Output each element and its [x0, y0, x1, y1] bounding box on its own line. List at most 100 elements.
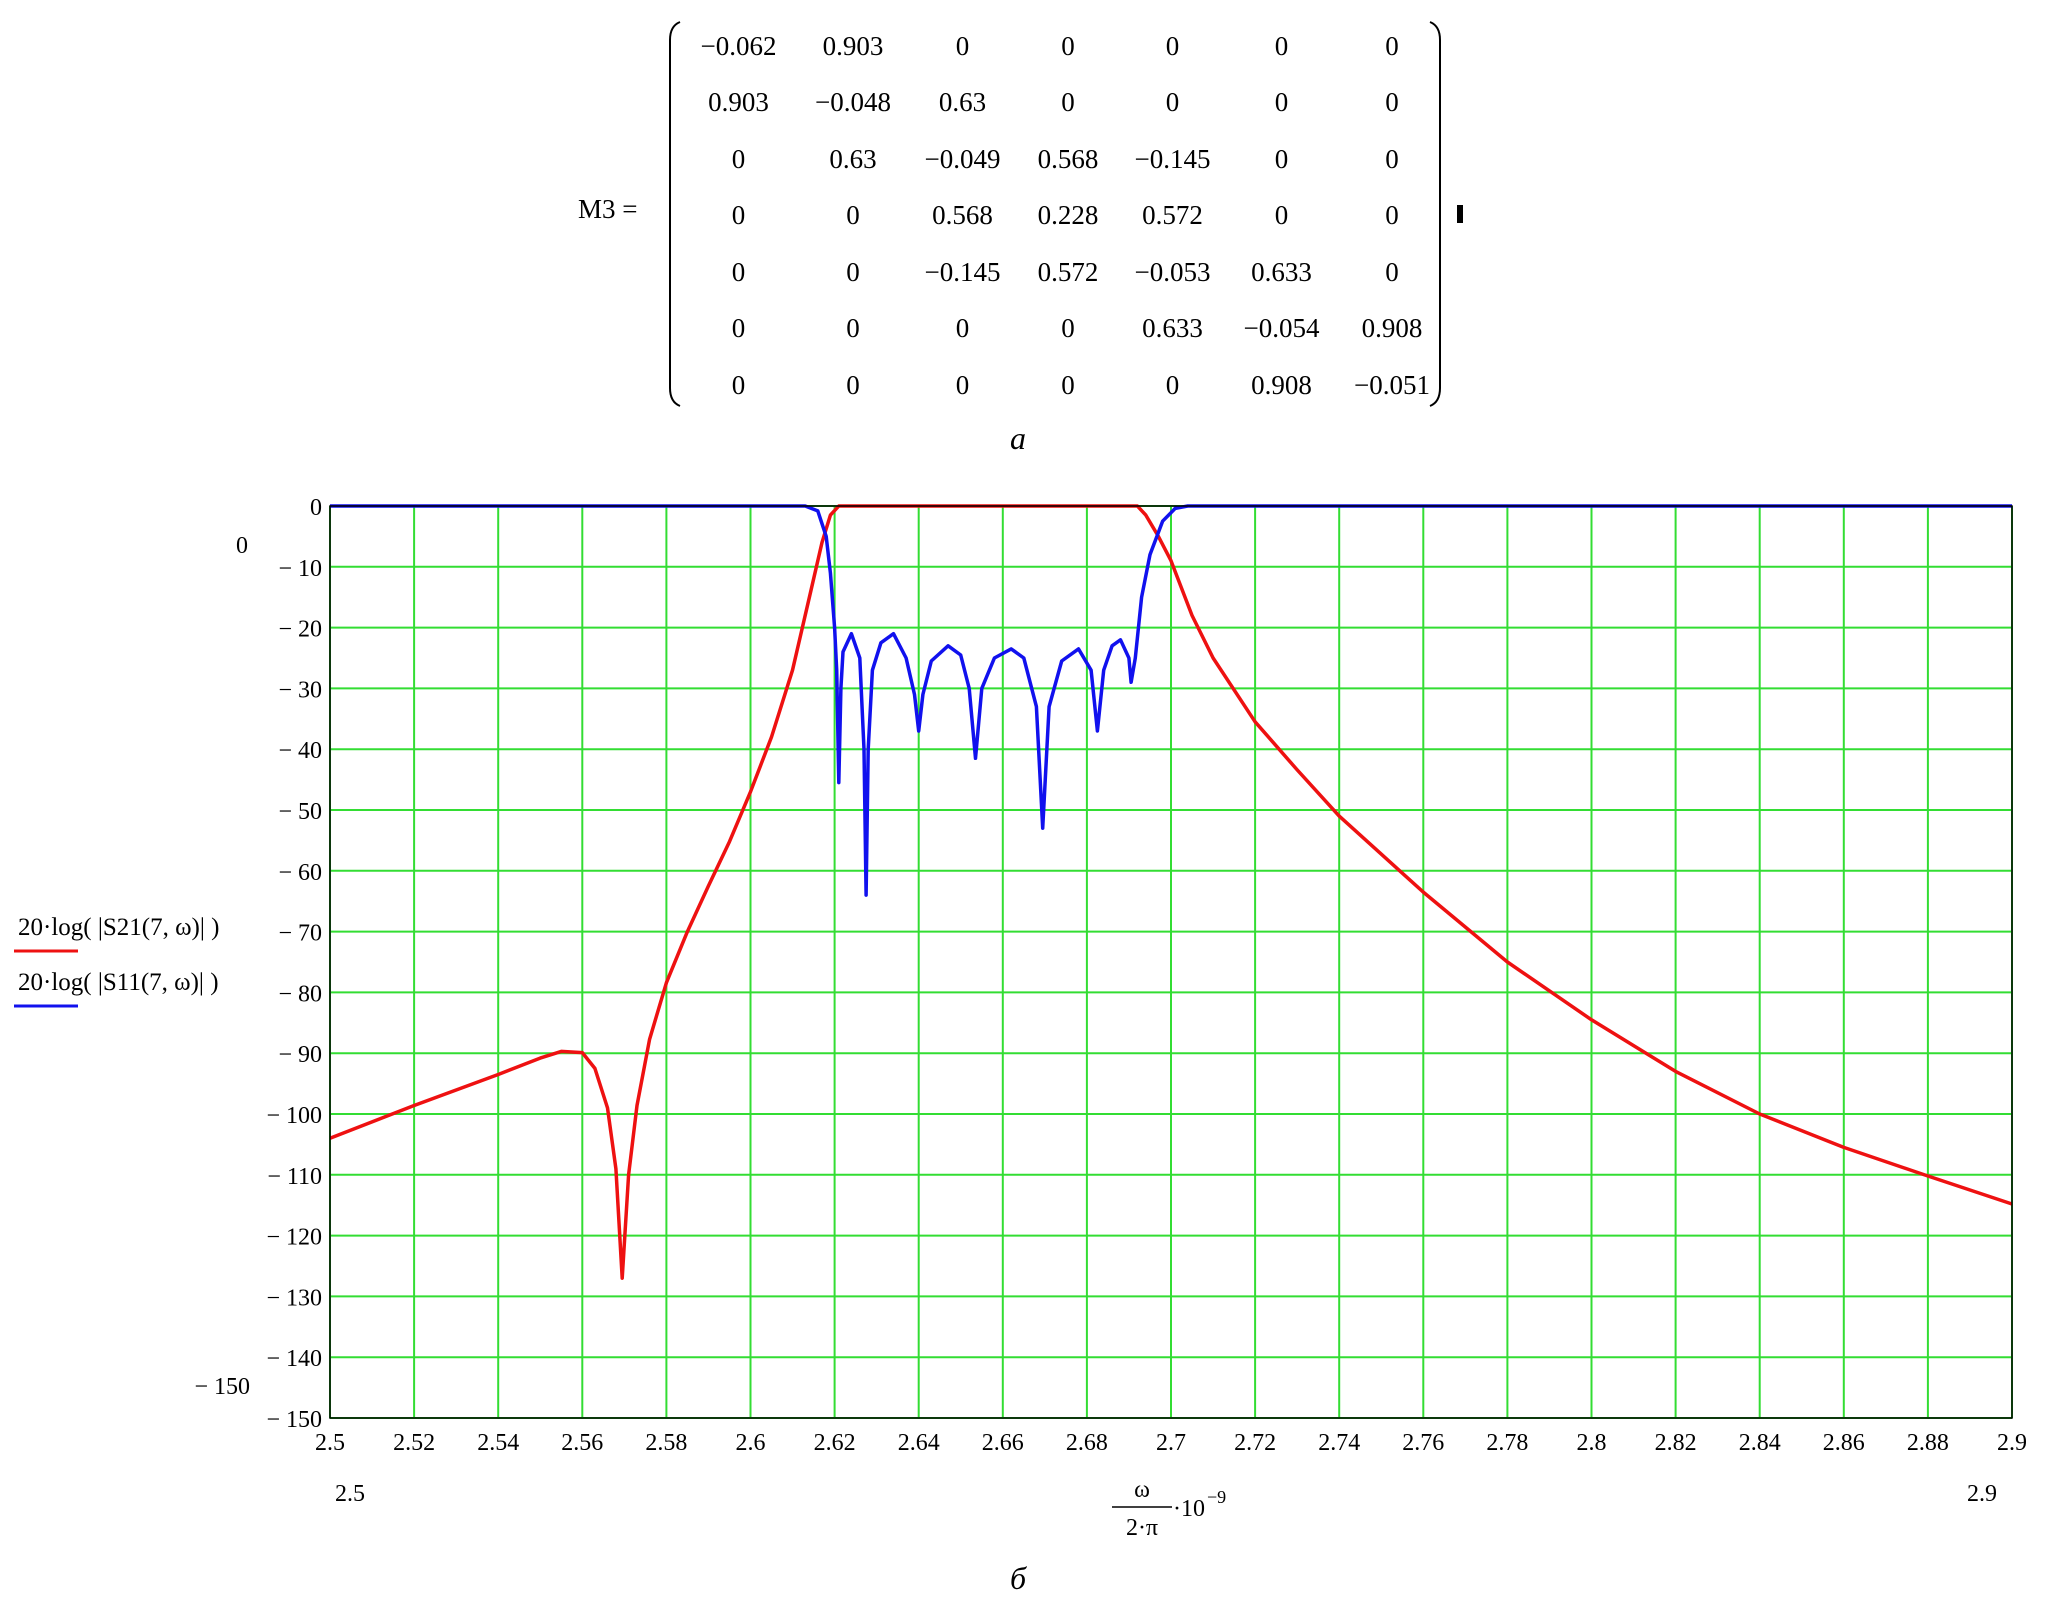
x-tick-label: 2.76 — [1402, 1430, 1444, 1456]
x-tick-label: 2.5 — [315, 1430, 345, 1456]
x-tick-label: 2.56 — [561, 1430, 603, 1456]
matrix-row: 0 0 −0.145 0.572 −0.053 0.633 0 — [680, 244, 1446, 301]
x-tick-label: 2.88 — [1907, 1430, 1949, 1456]
s11-series-line — [330, 504, 2012, 897]
y-tick-label: − 70 — [278, 921, 322, 947]
y-tick-label: − 80 — [278, 981, 322, 1007]
y-tick-label: − 130 — [266, 1285, 322, 1311]
matrix-cell: 0 — [1165, 87, 1180, 118]
plot-frame — [329, 505, 2013, 1419]
matrix-cell: 0.903 — [822, 30, 884, 61]
matrix-cell: 0 — [955, 313, 970, 344]
matrix-cell: 0 — [1274, 87, 1289, 118]
y-tick-label: − 90 — [278, 1042, 322, 1068]
matrix-cell: 0 — [1385, 256, 1399, 287]
x-tick-label: 2.54 — [477, 1430, 519, 1456]
matrix-cell: 0 — [846, 256, 860, 287]
y-tick-label: − 110 — [267, 1164, 322, 1190]
caption-a: a — [1010, 420, 1026, 456]
matrix-row: 0 0 0 0 0 0.908 −0.051 — [680, 357, 1446, 414]
matrix-cell: 0.903 — [708, 87, 769, 118]
y-tick-label: − 140 — [266, 1346, 322, 1372]
y-tick-label: − 30 — [278, 677, 322, 703]
matrix-cell: 0 — [846, 369, 860, 400]
x-tick-label: 2.74 — [1318, 1430, 1360, 1456]
matrix-cell: 0 — [1061, 30, 1075, 61]
matrix-cell: −0.048 — [815, 87, 891, 118]
matrix-cell: 0.572 — [1037, 256, 1099, 287]
legend-s21-label: 20·log( |S21(7, ω)| ) — [18, 914, 219, 941]
matrix-cell: −0.051 — [1354, 369, 1430, 400]
matrix-cell: −0.062 — [700, 30, 777, 61]
chart-tick-labels: 2.5 2.52 2.54 2.56 2.58 2.6 2.62 2.64 2.66 2.68 2.… — [194, 495, 2027, 1507]
y-limit-top-label: 0 — [236, 533, 248, 559]
matrix-cell: 0.908 — [1361, 313, 1423, 344]
x-axis-label: ω 2·π ·10 −9 — [1112, 1477, 1226, 1541]
matrix-cell: −0.049 — [924, 143, 1001, 174]
matrix-cell: −0.054 — [1243, 313, 1320, 344]
y-tick-label: − 50 — [278, 799, 322, 825]
matrix-cell: 0 — [1274, 200, 1289, 231]
xlabel-denominator: 2·π — [1126, 1515, 1158, 1541]
matrix-cell: 0 — [1061, 369, 1075, 400]
x-tick-label: 2.62 — [814, 1430, 856, 1456]
matrix-cell: 0 — [846, 200, 860, 231]
y-tick-label: − 60 — [278, 860, 322, 886]
matrix-left-bracket — [669, 21, 681, 407]
x-tick-label: 2.7 — [1156, 1430, 1186, 1456]
x-tick-label: 2.68 — [1066, 1430, 1108, 1456]
y-tick-label: − 40 — [278, 738, 322, 764]
x-tick-label: 2.86 — [1823, 1430, 1865, 1456]
x-tick-label: 2.84 — [1739, 1430, 1781, 1456]
matrix-cell: 0 — [1274, 143, 1289, 174]
matrix-cell: 0 — [955, 30, 970, 61]
y-tick-label: − 10 — [278, 556, 322, 582]
matrix-row: 0 0 0.568 0.228 0.572 0 0 — [680, 188, 1446, 245]
chart-grid — [329, 505, 2013, 1419]
matrix-cell: 0 — [731, 200, 746, 231]
matrix-cell: −0.053 — [1134, 256, 1211, 287]
x-tick-label: 2.82 — [1655, 1430, 1697, 1456]
legend-s11-label: 20·log( |S11(7, ω)| ) — [18, 969, 219, 996]
matrix-cell: 0.63 — [938, 87, 987, 118]
y-tick-label: − 100 — [266, 1103, 322, 1129]
matrix-cell: 0 — [1385, 30, 1399, 61]
y-tick-label: − 150 — [266, 1407, 322, 1433]
x-tick-label: 2.78 — [1486, 1430, 1528, 1456]
matrix-table: −0.062 0.903 0 0 0 0 0 0.903 −0.048 0.63 0 0 0 0 0 0.63… — [680, 18, 1446, 414]
caption-b: б — [1010, 1560, 1027, 1596]
matrix-cell: 0.908 — [1251, 369, 1312, 400]
xlabel-suffix: ·10 — [1173, 1496, 1205, 1522]
matrix-row: 0 0 0 0 0.633 −0.054 0.908 — [680, 301, 1446, 358]
x-tick-label: 2.66 — [982, 1430, 1024, 1456]
x-tick-label: 2.64 — [898, 1430, 940, 1456]
matrix-cell: 0 — [1061, 313, 1075, 344]
matrix-cell: 0 — [1165, 30, 1180, 61]
xlabel-numerator: ω — [1134, 1477, 1150, 1503]
matrix-cell: 0 — [1274, 30, 1289, 61]
matrix-cell: 0.633 — [1142, 313, 1203, 344]
matrix-cell: 0 — [846, 313, 860, 344]
matrix-label: M3 = — [578, 194, 638, 224]
y-tick-label: − 120 — [266, 1225, 322, 1251]
matrix-cell: 0 — [1061, 87, 1075, 118]
x-tick-label: 2.6 — [736, 1430, 766, 1456]
matrix-cell: 0.568 — [932, 200, 993, 231]
x-limit-left-label: 2.5 — [335, 1481, 365, 1507]
x-tick-label: 2.52 — [393, 1430, 435, 1456]
x-limit-right-label: 2.9 — [1967, 1481, 1997, 1507]
matrix-cell: 0.228 — [1037, 200, 1099, 231]
chart-legend: 20·log( |S21(7, ω)| ) 20·log( |S11(7, ω)… — [14, 914, 219, 1008]
chart-series — [329, 504, 2013, 1280]
matrix-cell: 0 — [1385, 200, 1399, 231]
text-cursor — [1457, 205, 1463, 223]
matrix-row: −0.062 0.903 0 0 0 0 0 — [680, 18, 1446, 75]
matrix-cell: 0 — [731, 143, 746, 174]
x-tick-label: 2.8 — [1577, 1430, 1607, 1456]
y-tick-label: − 20 — [278, 617, 322, 643]
matrix-cell: 0 — [1385, 87, 1399, 118]
x-tick-label: 2.58 — [645, 1430, 687, 1456]
matrix-cell: −0.145 — [1134, 143, 1211, 174]
y-tick-label: 0 — [310, 495, 322, 521]
